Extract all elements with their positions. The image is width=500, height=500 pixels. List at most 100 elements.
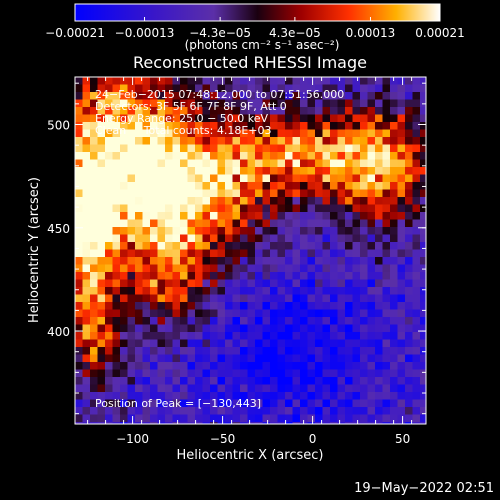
heatmap-cell: [120, 159, 128, 168]
heatmap-cell: [105, 182, 113, 190]
heatmap-cell: [390, 392, 398, 400]
heatmap-cell: [330, 92, 338, 100]
heatmap-cell: [322, 197, 331, 205]
heatmap-cell: [202, 317, 211, 325]
heatmap-cell: [90, 144, 98, 153]
heatmap-cell: [405, 92, 413, 100]
heatmap-cell: [157, 257, 166, 265]
heatmap-cell: [255, 279, 263, 288]
heatmap-cell: [82, 414, 91, 423]
heatmap-cell: [157, 332, 166, 340]
heatmap-cell: [112, 279, 121, 288]
heatmap-cell: [135, 129, 143, 138]
heatmap-cell: [315, 189, 323, 198]
heatmap-cell: [397, 354, 406, 363]
heatmap-cell: [112, 317, 121, 325]
heatmap-cell: [75, 279, 83, 288]
heatmap-cell: [300, 137, 308, 145]
heatmap-cell: [277, 317, 286, 325]
heatmap-cell: [75, 189, 83, 198]
heatmap-cell: [330, 302, 338, 310]
heatmap-cell: [390, 309, 398, 318]
heatmap-cell: [270, 302, 278, 310]
heatmap-cell: [240, 407, 248, 415]
heatmap-cell: [307, 309, 316, 318]
heatmap-cell: [187, 317, 196, 325]
heatmap-cell: [157, 167, 166, 175]
heatmap-cell: [337, 234, 346, 243]
heatmap-cell: [210, 279, 218, 288]
heatmap-cell: [367, 384, 376, 393]
heatmap-cell: [82, 212, 91, 220]
heatmap-cell: [157, 377, 166, 385]
heatmap-cell: [127, 414, 136, 423]
heatmap-cell: [82, 197, 91, 205]
heatmap-cell: [127, 107, 136, 115]
heatmap-cell: [315, 114, 323, 123]
heatmap-cell: [217, 407, 226, 415]
heatmap-cell: [315, 242, 323, 250]
heatmap-cell: [390, 212, 398, 220]
heatmap-cell: [382, 152, 391, 160]
heatmap-cell: [322, 332, 331, 340]
heatmap-cell: [300, 107, 308, 115]
heatmap-cell: [412, 264, 421, 273]
heatmap-cell: [75, 324, 83, 333]
heatmap-cell: [225, 317, 233, 325]
heatmap-cell: [195, 362, 203, 370]
heatmap-cell: [255, 257, 263, 265]
heatmap-cell: [157, 227, 166, 235]
heatmap-cell: [90, 332, 98, 340]
heatmap-cell: [135, 377, 143, 385]
heatmap-cell: [82, 264, 91, 273]
heatmap-cell: [97, 272, 106, 280]
heatmap-cell: [180, 294, 188, 303]
heatmap-cell: [360, 287, 368, 295]
heatmap-cell: [202, 294, 211, 303]
heatmap-cell: [262, 182, 271, 190]
heatmap-cell: [82, 279, 91, 288]
heatmap-cell: [150, 144, 158, 153]
heatmap-cell: [277, 122, 286, 130]
heatmap-cell: [345, 212, 353, 220]
heatmap-cell: [315, 234, 323, 243]
heatmap-cell: [127, 129, 136, 138]
heatmap-cell: [300, 362, 308, 370]
heatmap-cell: [390, 324, 398, 333]
heatmap-cell: [120, 257, 128, 265]
heatmap-cell: [277, 129, 286, 138]
heatmap-cell: [367, 167, 376, 175]
heatmap-cell: [172, 122, 181, 130]
heatmap-cell: [405, 249, 413, 258]
heatmap-cell: [360, 204, 368, 213]
heatmap-cell: [172, 407, 181, 415]
heatmap-cell: [217, 347, 226, 355]
heatmap-cell: [285, 114, 293, 123]
heatmap-cell: [285, 167, 293, 175]
heatmap-cell: [90, 204, 98, 213]
heatmap-cell: [307, 107, 316, 115]
heatmap-cell: [195, 302, 203, 310]
heatmap-cell: [270, 347, 278, 355]
heatmap-cell: [195, 309, 203, 318]
heatmap-cell: [90, 174, 98, 183]
heatmap-cell: [277, 257, 286, 265]
heatmap-cell: [247, 77, 256, 85]
heatmap-cell: [112, 302, 121, 310]
heatmap-cell: [150, 77, 158, 85]
heatmap-cell: [135, 264, 143, 273]
heatmap-cell: [247, 107, 256, 115]
heatmap-cell: [292, 362, 301, 370]
heatmap-cell: [217, 114, 226, 123]
heatmap-cell: [270, 144, 278, 153]
heatmap-cell: [300, 272, 308, 280]
heatmap-cell: [405, 347, 413, 355]
heatmap-cell: [255, 204, 263, 213]
heatmap-cell: [352, 144, 361, 153]
heatmap-cell: [127, 227, 136, 235]
heatmap-cell: [157, 339, 166, 348]
heatmap-cell: [330, 347, 338, 355]
heatmap-cell: [232, 152, 241, 160]
heatmap-cell: [307, 122, 316, 130]
heatmap-cell: [112, 309, 121, 318]
